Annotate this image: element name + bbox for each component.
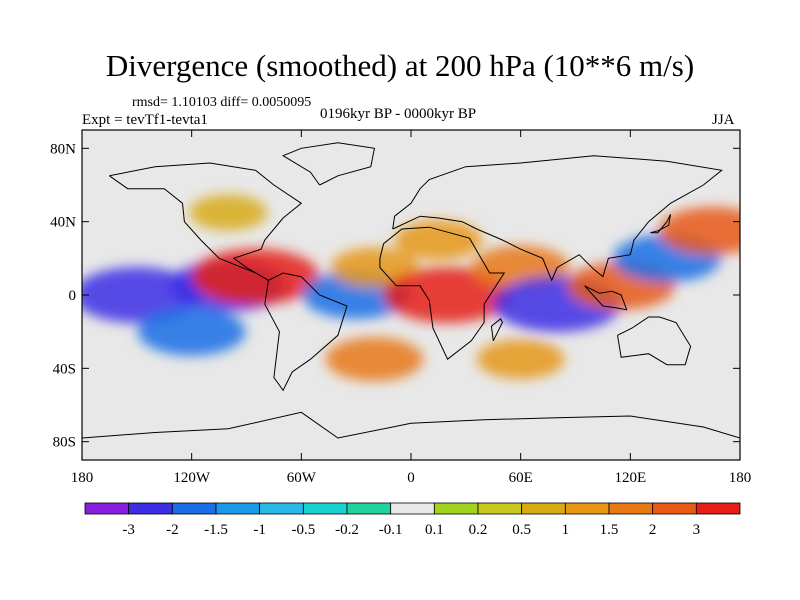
coastline [281,142,375,186]
colorbar-swatch [215,502,261,515]
divergence-field [82,194,740,382]
colorbar-swatch [128,502,173,515]
period-label: 0196kyr BP - 0000kyr BP [320,106,477,122]
x-tick-label: 60E [509,470,533,486]
x-tick-label: 180 [71,470,94,486]
coastline [379,226,506,360]
y-tick-label: 40N [50,215,76,231]
chart-title: Divergence (smoothed) at 200 hPa (10**6 … [105,48,695,83]
coastline [392,155,723,282]
colorbar-swatch [433,502,479,515]
colorbar-swatch [608,502,654,515]
coastline [617,316,692,366]
coastline [490,318,503,342]
x-tick-label: 0 [407,470,415,486]
colorbar-swatch [346,502,392,515]
coastline [650,214,671,234]
field-blob [394,220,483,260]
colorbar-swatch [302,502,348,515]
field-blob [476,339,565,380]
colorbar-label: 0.2 [469,522,488,538]
colorbar-swatch [652,502,697,515]
coastline [109,162,303,281]
field-blob [658,206,740,255]
colorbar-label: 3 [693,522,701,538]
y-tick-label: 80S [53,435,76,451]
field-blob [330,247,419,288]
coastline [584,285,628,311]
colorbar-swatch [390,502,435,515]
colorbar: -3 -2 -1.5 -1 -0.5 -0.2 -0.1 0.1 0.2 0.5 1 1.5 2 3 [84,502,741,538]
field-blob [137,307,246,356]
axes: 180 120W 60W 0 60E 120E 180 80N 40N 0 40S 80S [50,130,751,486]
field-blob [189,194,268,231]
colorbar-swatch [84,502,130,515]
y-tick-label: 0 [69,288,77,304]
colorbar-swatch [695,502,741,515]
stats-text: rmsd= 1.10103 diff= 0.0050095 [132,95,312,110]
colorbar-swatch [521,502,566,515]
colorbar-label: 0.5 [512,522,531,538]
coastlines [82,142,740,439]
colorbar-label: 1.5 [600,522,619,538]
field-blob [383,267,512,323]
x-tick-label: 180 [729,470,752,486]
colorbar-label: 2 [649,522,657,538]
colorbar-label: -0.5 [291,522,315,538]
colorbar-label: -0.1 [379,522,403,538]
colorbar-label: -1.5 [204,522,228,538]
x-tick-label: 120E [614,470,646,486]
colorbar-label: -3 [122,522,135,538]
colorbar-swatch [477,502,523,515]
colorbar-swatch [171,502,217,515]
colorbar-label: -0.2 [335,522,359,538]
colorbar-label: -2 [166,522,179,538]
coastline [264,272,348,392]
y-tick-label: 40S [53,361,76,377]
colorbar-label: 1 [562,522,570,538]
x-tick-label: 60W [287,470,317,486]
season-label: JJA [712,112,735,128]
colorbar-swatch [564,502,610,515]
field-blob [191,248,320,305]
field-blob [325,337,424,382]
y-tick-label: 80N [50,141,76,157]
colorbar-swatch [259,502,304,515]
coastline [82,411,740,439]
colorbar-label: -1 [253,522,266,538]
experiment-label: Expt = tevTf1-tevta1 [82,112,208,128]
colorbar-label: 0.1 [425,522,444,538]
x-tick-label: 120W [173,470,211,486]
